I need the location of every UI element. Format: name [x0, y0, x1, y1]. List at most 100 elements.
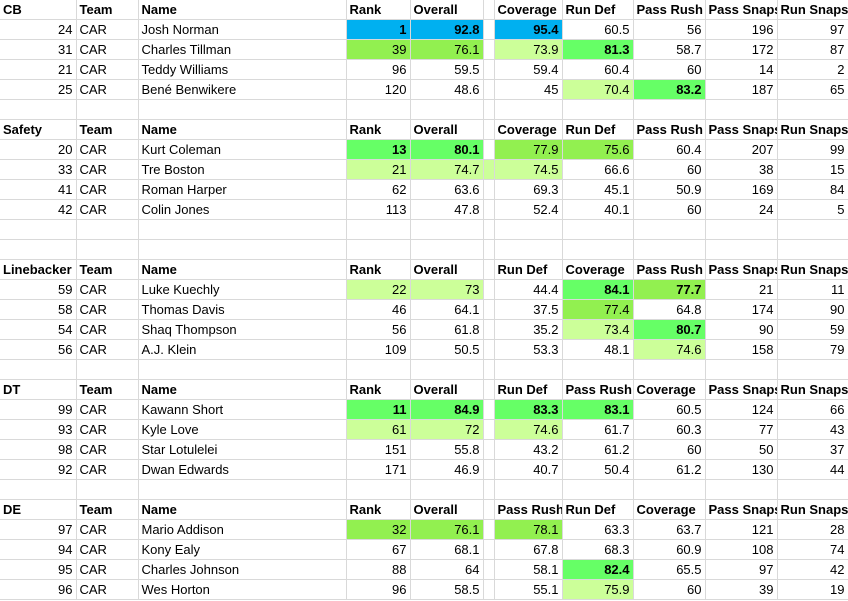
jersey-number-cell[interactable]: 59: [0, 279, 77, 300]
empty-cell[interactable]: [346, 359, 411, 380]
stat-cell[interactable]: 38: [705, 159, 778, 180]
stat-cell[interactable]: 207: [705, 139, 778, 160]
column-header[interactable]: Pass Snaps: [705, 0, 778, 20]
player-name-cell[interactable]: Bené Benwikere: [138, 79, 347, 100]
player-name-cell[interactable]: Charles Tillman: [138, 39, 347, 60]
empty-cell[interactable]: [562, 239, 634, 260]
stat-cell[interactable]: 96: [346, 59, 411, 80]
stat-cell[interactable]: 43.2: [494, 439, 563, 460]
column-header[interactable]: Run Snaps: [777, 499, 848, 520]
empty-cell[interactable]: [483, 359, 495, 380]
stat-cell[interactable]: 84: [777, 179, 848, 200]
stat-cell[interactable]: 113: [346, 199, 411, 220]
empty-cell[interactable]: [705, 359, 778, 380]
stat-cell[interactable]: 37.5: [494, 299, 563, 320]
stat-cell[interactable]: 50.5: [410, 339, 484, 360]
stat-cell[interactable]: [483, 559, 495, 580]
stat-cell[interactable]: 48.1: [562, 339, 634, 360]
column-header[interactable]: Team: [76, 379, 139, 400]
stat-cell[interactable]: 73: [410, 279, 484, 300]
stat-cell[interactable]: 172: [705, 39, 778, 60]
player-name-cell[interactable]: Tre Boston: [138, 159, 347, 180]
stat-cell[interactable]: 83.1: [562, 399, 634, 420]
stat-cell[interactable]: 74.6: [494, 419, 563, 440]
team-cell[interactable]: CAR: [76, 59, 139, 80]
empty-cell[interactable]: [346, 239, 411, 260]
stat-cell[interactable]: 5: [777, 199, 848, 220]
column-header[interactable]: Run Snaps: [777, 379, 848, 400]
empty-cell[interactable]: [777, 479, 848, 500]
column-header[interactable]: [483, 379, 495, 400]
stat-cell[interactable]: 21: [705, 279, 778, 300]
empty-cell[interactable]: [0, 99, 77, 120]
stat-cell[interactable]: 1: [346, 19, 411, 40]
stat-cell[interactable]: 56: [633, 19, 706, 40]
empty-cell[interactable]: [138, 359, 347, 380]
stat-cell[interactable]: 69.3: [494, 179, 563, 200]
stat-cell[interactable]: 60.9: [633, 539, 706, 560]
jersey-number-cell[interactable]: 94: [0, 539, 77, 560]
empty-cell[interactable]: [777, 219, 848, 240]
stat-cell[interactable]: 80.7: [633, 319, 706, 340]
column-header[interactable]: Pass Snaps: [705, 379, 778, 400]
stat-cell[interactable]: [483, 179, 495, 200]
empty-cell[interactable]: [346, 99, 411, 120]
team-cell[interactable]: CAR: [76, 339, 139, 360]
stat-cell[interactable]: 11: [346, 399, 411, 420]
player-name-cell[interactable]: Roman Harper: [138, 179, 347, 200]
stat-cell[interactable]: 68.1: [410, 539, 484, 560]
stat-cell[interactable]: 74: [777, 539, 848, 560]
empty-cell[interactable]: [494, 99, 563, 120]
jersey-number-cell[interactable]: 24: [0, 19, 77, 40]
stat-cell[interactable]: 60: [633, 439, 706, 460]
stat-cell[interactable]: 65.5: [633, 559, 706, 580]
column-header[interactable]: Rank: [346, 119, 411, 140]
column-header[interactable]: Overall: [410, 379, 484, 400]
column-header[interactable]: Rank: [346, 379, 411, 400]
stat-cell[interactable]: 63.3: [562, 519, 634, 540]
empty-cell[interactable]: [76, 479, 139, 500]
team-cell[interactable]: CAR: [76, 419, 139, 440]
player-name-cell[interactable]: Mario Addison: [138, 519, 347, 540]
team-cell[interactable]: CAR: [76, 159, 139, 180]
empty-cell[interactable]: [346, 479, 411, 500]
empty-cell[interactable]: [562, 479, 634, 500]
position-label[interactable]: DT: [0, 379, 77, 400]
stat-cell[interactable]: 78.1: [494, 519, 563, 540]
column-header[interactable]: Coverage: [633, 379, 706, 400]
stat-cell[interactable]: 196: [705, 19, 778, 40]
column-header[interactable]: Run Def: [562, 0, 634, 20]
stat-cell[interactable]: 47.8: [410, 199, 484, 220]
position-label[interactable]: DE: [0, 499, 77, 520]
empty-cell[interactable]: [346, 219, 411, 240]
jersey-number-cell[interactable]: 58: [0, 299, 77, 320]
column-header[interactable]: Name: [138, 119, 347, 140]
player-name-cell[interactable]: Charles Johnson: [138, 559, 347, 580]
jersey-number-cell[interactable]: 96: [0, 579, 77, 600]
stat-cell[interactable]: 46: [346, 299, 411, 320]
stat-cell[interactable]: 169: [705, 179, 778, 200]
column-header[interactable]: Overall: [410, 0, 484, 20]
empty-cell[interactable]: [410, 359, 484, 380]
empty-cell[interactable]: [76, 219, 139, 240]
column-header[interactable]: Overall: [410, 259, 484, 280]
position-label[interactable]: Safety: [0, 119, 77, 140]
stat-cell[interactable]: 92.8: [410, 19, 484, 40]
stat-cell[interactable]: 84.9: [410, 399, 484, 420]
stat-cell[interactable]: 58.7: [633, 39, 706, 60]
stat-cell[interactable]: 55.8: [410, 439, 484, 460]
jersey-number-cell[interactable]: 56: [0, 339, 77, 360]
stat-cell[interactable]: 45: [494, 79, 563, 100]
stat-cell[interactable]: 77.7: [633, 279, 706, 300]
column-header[interactable]: Coverage: [494, 0, 563, 20]
team-cell[interactable]: CAR: [76, 559, 139, 580]
stat-cell[interactable]: 67: [346, 539, 411, 560]
empty-cell[interactable]: [138, 479, 347, 500]
stat-cell[interactable]: 40.1: [562, 199, 634, 220]
position-label[interactable]: Linebacker: [0, 259, 77, 280]
stat-cell[interactable]: 60.4: [562, 59, 634, 80]
empty-cell[interactable]: [777, 239, 848, 260]
empty-cell[interactable]: [633, 479, 706, 500]
empty-cell[interactable]: [705, 99, 778, 120]
stat-cell[interactable]: 44: [777, 459, 848, 480]
